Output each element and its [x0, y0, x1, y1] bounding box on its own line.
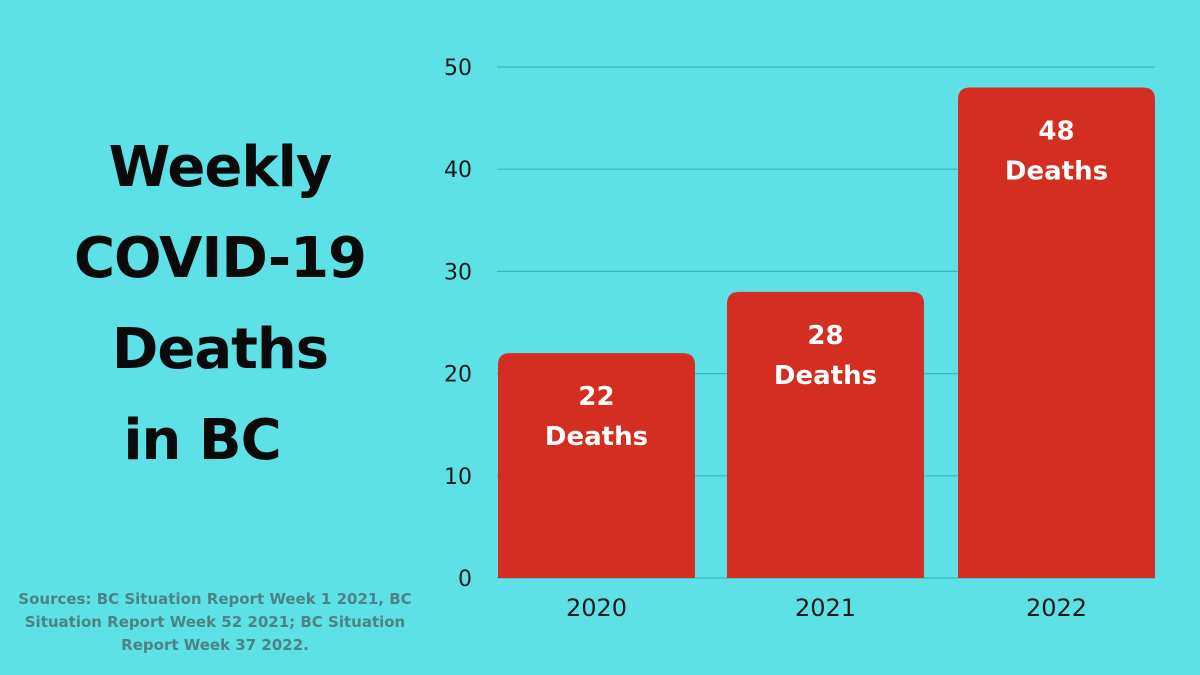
- title-line-1: Weekly: [108, 135, 333, 200]
- data-label-unit-2022: Deaths: [1005, 156, 1108, 186]
- y-tick-label-20: 20: [444, 363, 472, 388]
- bars: [498, 87, 1155, 578]
- y-tick-label-50: 50: [444, 56, 472, 81]
- y-axis-ticks: 0 10 20 30 40 50: [444, 56, 472, 592]
- y-tick-label-10: 10: [444, 465, 472, 490]
- data-label-unit-2020: Deaths: [545, 422, 648, 452]
- sources-note: Sources: BC Situation Report Week 1 2021…: [18, 590, 412, 654]
- data-labels: 22 Deaths 28 Deaths 48 Deaths: [545, 116, 1108, 452]
- data-label-value-2020: 22: [578, 382, 614, 412]
- y-tick-label-30: 30: [444, 260, 472, 285]
- title-line-2: COVID-19: [73, 226, 367, 291]
- title-line-4: in BC: [123, 408, 281, 473]
- x-axis-ticks: 2020 2021 2022: [566, 594, 1087, 622]
- x-tick-label-2020: 2020: [566, 594, 627, 622]
- data-label-value-2022: 48: [1038, 116, 1074, 146]
- x-tick-label-2022: 2022: [1026, 594, 1087, 622]
- y-tick-label-40: 40: [444, 158, 472, 183]
- title-line-3: Deaths: [111, 317, 329, 382]
- chart-title: Weekly COVID-19 Deaths in BC: [30, 122, 410, 486]
- y-tick-label-0: 0: [458, 567, 472, 592]
- x-tick-label-2021: 2021: [795, 594, 856, 622]
- bar-2020: [498, 353, 695, 578]
- bar-2021: [727, 291, 924, 578]
- bar-2022: [958, 87, 1155, 578]
- data-label-value-2021: 28: [807, 321, 843, 351]
- data-label-unit-2021: Deaths: [774, 361, 877, 391]
